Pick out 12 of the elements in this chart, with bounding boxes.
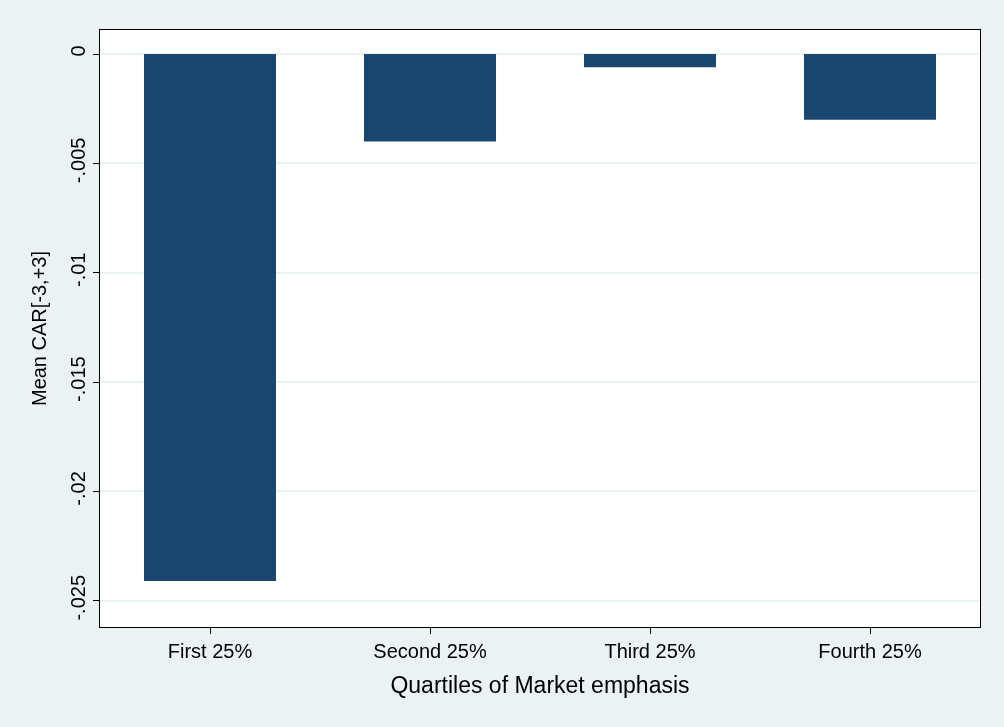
y-tick-label: -.025: [67, 574, 89, 621]
y-tick-label: -.02: [67, 471, 89, 506]
x-tick-label: Third 25%: [604, 640, 696, 662]
y-axis-title: Mean CAR[-3,+3]: [27, 250, 50, 407]
y-tick-label: -.015: [67, 356, 89, 402]
x-tick-label: First 25%: [167, 640, 253, 662]
y-tick-label: 0: [67, 45, 89, 57]
x-tick-label: Second 25%: [373, 640, 487, 662]
y-tick-label: -.01: [67, 252, 89, 287]
y-tick-label: -.005: [67, 137, 89, 184]
x-axis-title: Quartiles of Market emphasis: [390, 671, 690, 698]
x-tick-label: Fourth 25%: [818, 640, 922, 662]
